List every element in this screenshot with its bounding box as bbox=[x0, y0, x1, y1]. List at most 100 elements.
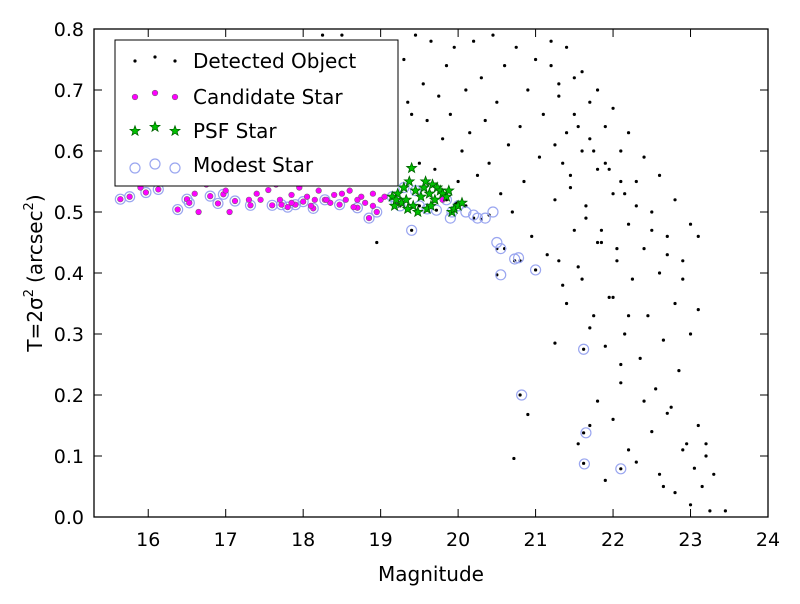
detected-object-point bbox=[588, 423, 592, 428]
candidate-star-point bbox=[381, 193, 388, 200]
candidate-star-point bbox=[276, 196, 284, 203]
psf-star-point bbox=[417, 181, 431, 193]
modest-star-point bbox=[578, 343, 590, 355]
detected-object-point bbox=[518, 125, 522, 129]
detected-object-point bbox=[545, 253, 549, 257]
candidate-star-point bbox=[307, 202, 315, 209]
detected-object-point bbox=[634, 179, 638, 184]
modest-star-point bbox=[516, 389, 528, 401]
legend-marker-candidate-star bbox=[171, 93, 179, 101]
psf-star-point bbox=[414, 190, 427, 202]
detected-object-point bbox=[611, 417, 615, 421]
detected-object-point bbox=[437, 94, 441, 98]
detected-object-point bbox=[549, 39, 553, 43]
candidate-star-point bbox=[331, 191, 338, 199]
detected-object-point bbox=[642, 399, 646, 403]
detected-object-point bbox=[448, 112, 452, 116]
detected-object-point bbox=[650, 430, 654, 434]
detected-object-point bbox=[681, 277, 685, 281]
candidate-star-point bbox=[245, 196, 253, 203]
x-tick-label: 16 bbox=[136, 529, 160, 551]
psf-star-point bbox=[407, 199, 420, 212]
detected-object-point bbox=[611, 295, 615, 299]
detected-object-point bbox=[464, 88, 468, 92]
detected-object-point bbox=[619, 179, 623, 184]
x-tick-label: 22 bbox=[601, 529, 625, 551]
detected-object-point bbox=[425, 118, 429, 123]
psf-star-point bbox=[401, 202, 414, 215]
detected-object-point bbox=[572, 112, 576, 116]
legend-label-detected-object: Detected Object bbox=[193, 49, 356, 73]
candidate-star-point bbox=[284, 204, 291, 211]
detected-object-point bbox=[657, 173, 662, 177]
x-tick-label: 20 bbox=[446, 529, 470, 551]
detected-object-point bbox=[657, 472, 662, 476]
detected-object-point bbox=[681, 259, 685, 263]
detected-object-point bbox=[561, 161, 565, 165]
legend-marker-psf-star bbox=[148, 120, 162, 133]
modest-star-point bbox=[229, 195, 241, 207]
modest-star-point bbox=[212, 197, 224, 210]
detected-object-point bbox=[434, 208, 439, 212]
candidate-star-point bbox=[265, 186, 272, 194]
detected-object-point bbox=[665, 411, 669, 415]
detected-object-point bbox=[444, 64, 449, 68]
detected-object-point bbox=[661, 338, 666, 342]
detected-object-point bbox=[541, 112, 545, 116]
detected-object-point bbox=[607, 167, 611, 171]
detected-object-point bbox=[433, 167, 437, 171]
detected-object-point bbox=[580, 277, 584, 281]
y-label-rest: (arcsec bbox=[23, 210, 47, 283]
candidate-star-point bbox=[142, 189, 150, 196]
candidate-star-point bbox=[365, 215, 373, 222]
detected-object-point bbox=[619, 149, 623, 153]
psf-star-point bbox=[391, 187, 404, 199]
candidate-star-point bbox=[315, 187, 322, 194]
y-axis-label: T=2σ2(arcsec2) bbox=[22, 194, 47, 352]
detected-object-point bbox=[704, 454, 708, 458]
detected-object-point bbox=[510, 210, 514, 214]
psf-star-point bbox=[405, 161, 418, 174]
detected-object-point bbox=[553, 341, 557, 345]
detected-object-point bbox=[584, 204, 588, 208]
detected-object-point bbox=[421, 82, 425, 86]
candidate-star-point bbox=[303, 193, 311, 200]
modest-star-point bbox=[172, 203, 184, 216]
candidate-star-point bbox=[269, 202, 276, 209]
psf-star-point bbox=[411, 205, 424, 218]
y-tick-label: 0.8 bbox=[54, 19, 84, 41]
detected-object-point bbox=[568, 173, 573, 177]
detected-object-point bbox=[553, 198, 557, 202]
detected-object-point bbox=[708, 509, 712, 513]
candidate-star-point bbox=[300, 198, 307, 205]
x-axis-ticks: 16 17 18 19 20 21 22 23 24 bbox=[136, 29, 780, 551]
detected-object-point bbox=[413, 33, 418, 37]
detected-object-point bbox=[472, 39, 476, 43]
modest-star-point bbox=[512, 252, 525, 264]
detected-object-point bbox=[491, 33, 495, 37]
detected-object-point bbox=[468, 131, 472, 135]
y-label-sq: 2 bbox=[22, 289, 37, 297]
detected-object-point bbox=[696, 423, 700, 428]
detected-object-point bbox=[460, 149, 464, 153]
modest-star-point bbox=[140, 186, 152, 199]
detected-object-point bbox=[611, 192, 615, 196]
candidate-star-point bbox=[222, 187, 229, 194]
detected-object-point bbox=[452, 45, 456, 49]
detected-object-point bbox=[564, 301, 569, 306]
modest-star-point bbox=[297, 196, 309, 208]
psf-star-point bbox=[440, 190, 453, 202]
detected-object-point bbox=[533, 57, 538, 62]
detected-object-point bbox=[595, 88, 600, 92]
detected-object-point bbox=[673, 491, 677, 495]
psf-star-point bbox=[397, 181, 410, 193]
candidate-star-point bbox=[288, 191, 295, 199]
detected-object-point bbox=[514, 45, 518, 49]
legend-marker-detected-object bbox=[133, 59, 137, 63]
detected-object-point bbox=[646, 314, 650, 318]
detected-object-point bbox=[572, 76, 576, 80]
detected-object-point bbox=[595, 240, 600, 245]
candidate-star-point bbox=[354, 196, 361, 203]
candidate-star-point bbox=[338, 190, 346, 197]
